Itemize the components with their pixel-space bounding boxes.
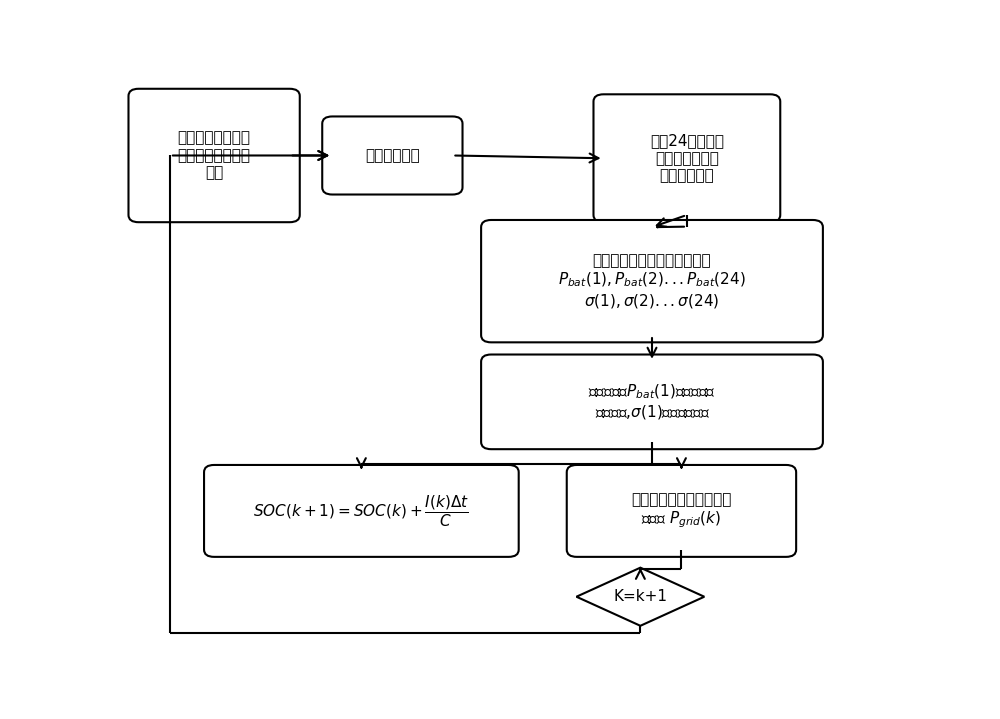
Text: $SOC(k+1)=SOC(k)+\dfrac{I(k)\Delta t}{C}$: $SOC(k+1)=SOC(k)+\dfrac{I(k)\Delta t}{C}… xyxy=(253,493,469,528)
FancyBboxPatch shape xyxy=(322,116,463,195)
FancyBboxPatch shape xyxy=(204,465,519,557)
Text: 起始时刻预测光照
强度、温度、时间
信息: 起始时刻预测光照 强度、温度、时间 信息 xyxy=(178,131,251,180)
FancyBboxPatch shape xyxy=(128,88,300,222)
FancyBboxPatch shape xyxy=(567,465,796,557)
FancyBboxPatch shape xyxy=(481,220,823,342)
Text: 最优化算法计算出决策序列：
$P_{bat}(1),P_{bat}(2)...P_{bat}(24)$
$\sigma(1),\sigma(2)...\sigm: 最优化算法计算出决策序列： $P_{bat}(1),P_{bat}(2)...P… xyxy=(558,253,746,310)
FancyBboxPatch shape xyxy=(481,354,823,449)
Text: 根据功率平衡方程计算电
网购电 $P_{grid}(k)$: 根据功率平衡方程计算电 网购电 $P_{grid}(k)$ xyxy=(631,492,732,530)
Text: K=k+1: K=k+1 xyxy=(613,590,667,604)
Polygon shape xyxy=(576,568,704,626)
Text: 选择其中的$P_{bat}(1)$作为电池充
放电决策,$\sigma(1)$作为切换决策: 选择其中的$P_{bat}(1)$作为电池充 放电决策,$\sigma(1)$作… xyxy=(588,383,716,421)
Text: 神经网络模型: 神经网络模型 xyxy=(365,148,420,163)
FancyBboxPatch shape xyxy=(593,94,780,222)
Text: 未来24小内每小
时的光伏发电输
出和负载输出: 未来24小内每小 时的光伏发电输 出和负载输出 xyxy=(650,133,724,183)
